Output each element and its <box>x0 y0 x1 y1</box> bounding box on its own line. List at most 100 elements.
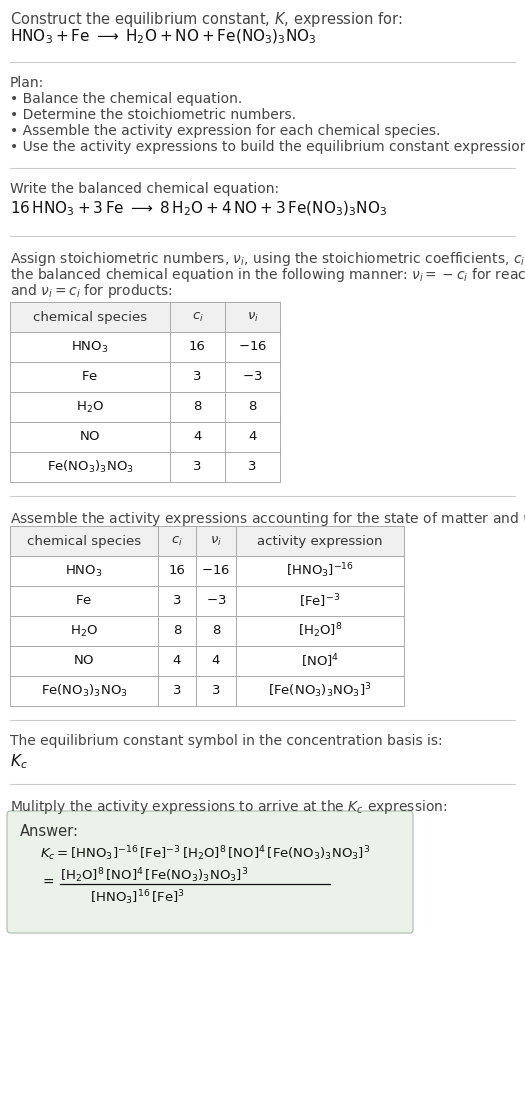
Text: and $\nu_i = c_i$ for products:: and $\nu_i = c_i$ for products: <box>10 282 173 300</box>
Text: $=$: $=$ <box>40 874 55 888</box>
Text: activity expression: activity expression <box>257 535 383 547</box>
Text: $[\mathrm{H_2O}]^{8}\,[\mathrm{NO}]^{4}\,[\mathrm{Fe(NO_3)_3NO_3}]^{3}$: $[\mathrm{H_2O}]^{8}\,[\mathrm{NO}]^{4}\… <box>60 866 248 885</box>
Bar <box>158 526 196 556</box>
Text: 4: 4 <box>212 654 220 667</box>
Text: $c_i$: $c_i$ <box>192 311 203 324</box>
Text: 4: 4 <box>248 431 257 443</box>
Text: $\mathrm{Fe(NO_3)_3NO_3}$: $\mathrm{Fe(NO_3)_3NO_3}$ <box>40 683 128 699</box>
Text: Write the balanced chemical equation:: Write the balanced chemical equation: <box>10 182 279 196</box>
Text: • Balance the chemical equation.: • Balance the chemical equation. <box>10 92 242 106</box>
Text: $K_c = [\mathrm{HNO_3}]^{-16}\,[\mathrm{Fe}]^{-3}\,[\mathrm{H_2O}]^{8}\,[\mathrm: $K_c = [\mathrm{HNO_3}]^{-16}\,[\mathrm{… <box>40 843 370 863</box>
Bar <box>236 616 404 645</box>
FancyBboxPatch shape <box>7 811 413 933</box>
Text: Construct the equilibrium constant, $K$, expression for:: Construct the equilibrium constant, $K$,… <box>10 10 403 30</box>
Text: 16: 16 <box>169 565 185 578</box>
Bar <box>196 676 236 706</box>
Text: 3: 3 <box>212 685 220 698</box>
Bar <box>225 452 280 482</box>
Text: 4: 4 <box>173 654 181 667</box>
Bar <box>10 556 158 586</box>
Text: the balanced chemical equation in the following manner: $\nu_i = -c_i$ for react: the balanced chemical equation in the fo… <box>10 266 525 284</box>
Bar <box>196 645 236 676</box>
Text: The equilibrium constant symbol in the concentration basis is:: The equilibrium constant symbol in the c… <box>10 734 443 748</box>
Text: 8: 8 <box>248 400 257 414</box>
Text: $\nu_i$: $\nu_i$ <box>210 535 222 548</box>
Text: $[\mathrm{Fe}]^{-3}$: $[\mathrm{Fe}]^{-3}$ <box>299 592 341 609</box>
Text: $-16$: $-16$ <box>202 565 230 578</box>
Text: $[\mathrm{HNO_3}]^{16}\,[\mathrm{Fe}]^{3}$: $[\mathrm{HNO_3}]^{16}\,[\mathrm{Fe}]^{3… <box>90 888 185 907</box>
Bar <box>196 526 236 556</box>
Bar <box>10 526 158 556</box>
Text: $-16$: $-16$ <box>238 340 267 353</box>
Bar <box>10 331 170 362</box>
Bar <box>196 556 236 586</box>
Text: 3: 3 <box>173 685 181 698</box>
Text: $[\mathrm{Fe(NO_3)_3NO_3}]^{3}$: $[\mathrm{Fe(NO_3)_3NO_3}]^{3}$ <box>268 682 372 700</box>
Text: $\mathrm{Fe(NO_3)_3NO_3}$: $\mathrm{Fe(NO_3)_3NO_3}$ <box>47 459 133 475</box>
Text: $\mathrm{Fe}$: $\mathrm{Fe}$ <box>76 594 92 607</box>
Text: $-3$: $-3$ <box>242 371 262 384</box>
Bar <box>10 616 158 645</box>
Text: 4: 4 <box>193 431 202 443</box>
Bar <box>170 392 225 422</box>
Text: 16: 16 <box>189 340 206 353</box>
Text: $c_i$: $c_i$ <box>171 535 183 548</box>
Text: $\mathrm{HNO_3 + Fe} \;\longrightarrow\; \mathrm{H_2O + NO + Fe(NO_3)_3NO_3}$: $\mathrm{HNO_3 + Fe} \;\longrightarrow\;… <box>10 28 317 46</box>
Text: Plan:: Plan: <box>10 75 44 90</box>
Text: 8: 8 <box>212 625 220 638</box>
Text: chemical species: chemical species <box>33 311 147 324</box>
Bar <box>170 331 225 362</box>
Text: Mulitply the activity expressions to arrive at the $K_c$ expression:: Mulitply the activity expressions to arr… <box>10 798 447 816</box>
Bar <box>225 422 280 452</box>
Bar <box>158 645 196 676</box>
Bar <box>158 586 196 616</box>
Bar <box>158 676 196 706</box>
Bar <box>10 452 170 482</box>
Bar <box>170 362 225 392</box>
Text: $K_c$: $K_c$ <box>10 752 28 770</box>
Text: 8: 8 <box>173 625 181 638</box>
Bar <box>236 526 404 556</box>
Bar <box>10 586 158 616</box>
Bar <box>236 676 404 706</box>
Bar <box>236 556 404 586</box>
Text: chemical species: chemical species <box>27 535 141 547</box>
Text: $[\mathrm{HNO_3}]^{-16}$: $[\mathrm{HNO_3}]^{-16}$ <box>286 561 354 580</box>
Text: • Determine the stoichiometric numbers.: • Determine the stoichiometric numbers. <box>10 108 296 123</box>
Text: $\mathrm{NO}$: $\mathrm{NO}$ <box>73 654 95 667</box>
Text: Assemble the activity expressions accounting for the state of matter and $\nu_i$: Assemble the activity expressions accoun… <box>10 510 525 528</box>
Text: Assign stoichiometric numbers, $\nu_i$, using the stoichiometric coefficients, $: Assign stoichiometric numbers, $\nu_i$, … <box>10 251 525 268</box>
Text: $\mathrm{H_2O}$: $\mathrm{H_2O}$ <box>76 399 104 415</box>
Bar <box>225 302 280 331</box>
Bar <box>170 422 225 452</box>
Text: $\mathrm{H_2O}$: $\mathrm{H_2O}$ <box>70 624 98 639</box>
Text: Answer:: Answer: <box>20 824 79 839</box>
Bar <box>170 452 225 482</box>
Text: $[\mathrm{H_2O}]^{8}$: $[\mathrm{H_2O}]^{8}$ <box>298 621 342 640</box>
Bar <box>225 392 280 422</box>
Text: • Use the activity expressions to build the equilibrium constant expression.: • Use the activity expressions to build … <box>10 140 525 154</box>
Text: $\mathrm{NO}$: $\mathrm{NO}$ <box>79 431 101 443</box>
Bar <box>158 616 196 645</box>
Text: $\mathrm{HNO_3}$: $\mathrm{HNO_3}$ <box>65 563 103 579</box>
Bar <box>170 302 225 331</box>
Bar <box>10 362 170 392</box>
Bar <box>196 616 236 645</box>
Text: $-3$: $-3$ <box>206 594 226 607</box>
Text: $[\mathrm{NO}]^{4}$: $[\mathrm{NO}]^{4}$ <box>301 652 339 670</box>
Text: 3: 3 <box>173 594 181 607</box>
Text: 3: 3 <box>248 461 257 474</box>
Bar <box>10 422 170 452</box>
Text: 3: 3 <box>193 371 202 384</box>
Bar <box>225 331 280 362</box>
Text: $\nu_i$: $\nu_i$ <box>247 311 258 324</box>
Bar <box>10 645 158 676</box>
Bar <box>10 302 170 331</box>
Bar <box>158 556 196 586</box>
Text: $\mathrm{Fe}$: $\mathrm{Fe}$ <box>81 371 99 384</box>
Bar <box>236 586 404 616</box>
Text: • Assemble the activity expression for each chemical species.: • Assemble the activity expression for e… <box>10 124 440 138</box>
Bar <box>196 586 236 616</box>
Bar <box>236 645 404 676</box>
Text: 3: 3 <box>193 461 202 474</box>
